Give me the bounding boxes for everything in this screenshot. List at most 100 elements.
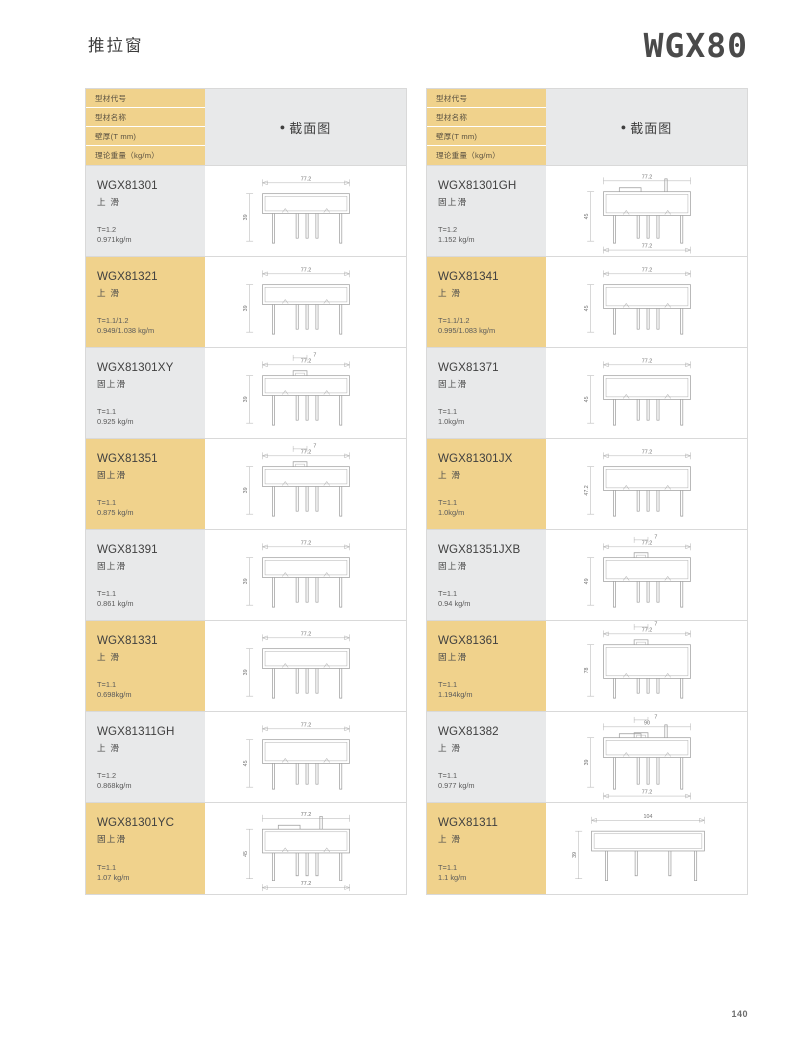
svg-text:90: 90 bbox=[644, 720, 650, 726]
table-row[interactable]: WGX81301XY 固上滑 T=1.1 0.925 kg/m 77.2 39 7 bbox=[86, 348, 406, 439]
profile-name: 固上滑 bbox=[97, 379, 127, 389]
profile-thickness: T=1.1/1.2 bbox=[97, 316, 129, 325]
profile-code: WGX81361 bbox=[438, 634, 499, 647]
table-row[interactable]: WGX81331 上 滑 T=1.1 0.698kg/m 77.2 39 bbox=[86, 621, 406, 712]
svg-text:39: 39 bbox=[243, 396, 249, 402]
profile-code: WGX81311 bbox=[438, 816, 498, 829]
profile-name: 固上滑 bbox=[438, 652, 468, 662]
profile-thickness: T=1.1 bbox=[438, 498, 458, 507]
svg-text:77.2: 77.2 bbox=[301, 267, 311, 273]
header-label-stack: 型材代号 型材名称 壁厚(T mm) 理论重量（kg/m） bbox=[427, 89, 546, 165]
table-row[interactable]: WGX81311 上 滑 T=1.1 1.1 kg/m 104 39 bbox=[427, 803, 747, 894]
profile-name: 固上滑 bbox=[438, 379, 468, 389]
header-label: 理论重量（kg/m） bbox=[427, 146, 546, 165]
table-row[interactable]: WGX81321 上 滑 T=1.1/1.2 0.949/1.038 kg/m 77.2… bbox=[86, 257, 406, 348]
table-body: WGX81301GH 固上滑 T=1.2 1.152 kg/m 77.2 77.2 45 WG… bbox=[426, 165, 748, 895]
svg-text:45: 45 bbox=[584, 396, 590, 402]
table-row[interactable]: WGX81351 固上滑 T=1.1 0.875 kg/m 77.2 39 7 bbox=[86, 439, 406, 530]
table-row[interactable]: WGX81351JXB 固上滑 T=1.1 0.94 kg/m 77.2 49 7 bbox=[427, 530, 747, 621]
spacer bbox=[97, 663, 205, 680]
svg-text:77.2: 77.2 bbox=[642, 358, 652, 364]
table-row[interactable]: WGX81341 上 滑 T=1.1/1.2 0.995/1.083 kg/m 77.2… bbox=[427, 257, 747, 348]
svg-text:104: 104 bbox=[644, 814, 653, 820]
svg-text:45: 45 bbox=[243, 851, 249, 857]
profile-thickness: T=1.1 bbox=[438, 863, 458, 872]
profile-weight: 0.995/1.083 kg/m bbox=[438, 326, 496, 335]
table-row[interactable]: WGX81311GH 上 滑 T=1.2 0.868kg/m 77.2 45 bbox=[86, 712, 406, 803]
brand-logo: WGX80 bbox=[643, 26, 748, 65]
profile-info-cell: WGX81382 上 滑 T=1.1 0.977 kg/m bbox=[427, 712, 546, 802]
section-figure-label: 截面图 bbox=[289, 120, 332, 136]
profile-name: 上 滑 bbox=[438, 743, 462, 753]
svg-text:39: 39 bbox=[243, 487, 249, 493]
profile-weight: 0.868kg/m bbox=[97, 781, 132, 790]
svg-text:7: 7 bbox=[313, 352, 316, 358]
table-row[interactable]: WGX81301GH 固上滑 T=1.2 1.152 kg/m 77.2 77.2 45 bbox=[427, 166, 747, 257]
cross-section-drawing: 77.2 39 bbox=[205, 166, 406, 256]
profile-name: 上 滑 bbox=[97, 288, 121, 298]
svg-text:77.2: 77.2 bbox=[642, 244, 652, 250]
svg-text:45: 45 bbox=[584, 305, 590, 311]
profile-thickness: T=1.1 bbox=[438, 407, 458, 416]
spacer bbox=[438, 481, 546, 498]
table-header: 型材代号 型材名称 壁厚(T mm) 理论重量（kg/m） ● 截面图 bbox=[85, 88, 407, 165]
profile-name: 上 滑 bbox=[438, 288, 462, 298]
profile-code: WGX81301XY bbox=[97, 361, 174, 374]
svg-text:39: 39 bbox=[243, 578, 249, 584]
cross-section-drawing: 77.2 49 7 bbox=[546, 530, 747, 620]
spacer bbox=[438, 754, 546, 771]
svg-text:39: 39 bbox=[584, 759, 590, 765]
svg-text:77.2: 77.2 bbox=[642, 627, 652, 633]
header-label: 理论重量（kg/m） bbox=[86, 146, 205, 165]
cross-section-drawing: 77.2 39 bbox=[205, 530, 406, 620]
profile-weight: 1.152 kg/m bbox=[438, 235, 475, 244]
profile-code: WGX81301GH bbox=[438, 179, 517, 192]
profile-thickness: T=1.1 bbox=[97, 863, 117, 872]
cross-section-drawing: 77.2 45 bbox=[205, 712, 406, 802]
profile-info-cell: WGX81311GH 上 滑 T=1.2 0.868kg/m bbox=[86, 712, 205, 802]
table-row[interactable]: WGX81301 上 滑 T=1.2 0.971kg/m 77.2 39 bbox=[86, 166, 406, 257]
svg-text:39: 39 bbox=[243, 214, 249, 220]
spacer bbox=[438, 845, 546, 863]
svg-text:77.2: 77.2 bbox=[301, 358, 311, 364]
profile-thickness: T=1.1 bbox=[438, 680, 458, 689]
profile-thickness: T=1.1 bbox=[97, 407, 117, 416]
svg-text:77.2: 77.2 bbox=[301, 812, 311, 818]
svg-text:39: 39 bbox=[243, 669, 249, 675]
spacer bbox=[438, 572, 546, 589]
profile-code: WGX81341 bbox=[438, 270, 499, 283]
profile-thickness: T=1.1 bbox=[438, 771, 458, 780]
header-label: 型材代号 bbox=[86, 89, 205, 108]
cross-section-drawing: 77.2 77.2 45 bbox=[546, 166, 747, 256]
svg-text:7: 7 bbox=[654, 714, 657, 720]
spacer bbox=[438, 299, 546, 316]
table-row[interactable]: WGX81361 固上滑 T=1.1 1.194kg/m 77.2 78 7 bbox=[427, 621, 747, 712]
table-row[interactable]: WGX81371 固上滑 T=1.1 1.0kg/m 77.2 45 bbox=[427, 348, 747, 439]
page-title: 推拉窗 bbox=[88, 37, 144, 55]
header-label-stack: 型材代号 型材名称 壁厚(T mm) 理论重量（kg/m） bbox=[86, 89, 205, 165]
profile-info-cell: WGX81371 固上滑 T=1.1 1.0kg/m bbox=[427, 348, 546, 438]
svg-text:77.2: 77.2 bbox=[301, 881, 311, 887]
profile-weight: 1.0kg/m bbox=[438, 417, 465, 426]
svg-text:77.2: 77.2 bbox=[642, 174, 652, 180]
table-row[interactable]: WGX81301JX 上 滑 T=1.1 1.0kg/m 77.2 47.2 bbox=[427, 439, 747, 530]
table-row[interactable]: WGX81391 固上滑 T=1.1 0.861 kg/m 77.2 39 bbox=[86, 530, 406, 621]
cross-section-drawing: 104 39 bbox=[546, 803, 747, 894]
section-figure-header: ● 截面图 bbox=[546, 89, 747, 165]
profile-info-cell: WGX81331 上 滑 T=1.1 0.698kg/m bbox=[86, 621, 205, 711]
table-row[interactable]: WGX81301YC 固上滑 T=1.1 1.07 kg/m 77.2 77.2 45 bbox=[86, 803, 406, 894]
table-row[interactable]: WGX81382 上 滑 T=1.1 0.977 kg/m 77.2 90 39 7 bbox=[427, 712, 747, 803]
profile-weight: 1.1 kg/m bbox=[438, 873, 467, 882]
profile-info-cell: WGX81361 固上滑 T=1.1 1.194kg/m bbox=[427, 621, 546, 711]
cross-section-drawing: 77.2 90 39 7 bbox=[546, 712, 747, 802]
profile-thickness: T=1.1 bbox=[97, 498, 117, 507]
section-figure-label: 截面图 bbox=[630, 120, 673, 136]
page-number: 140 bbox=[731, 1009, 748, 1019]
profile-code: WGX81331 bbox=[97, 634, 158, 647]
profile-code: WGX81301JX bbox=[438, 452, 513, 465]
cross-section-drawing: 77.2 77.2 45 bbox=[205, 803, 406, 894]
cross-section-drawing: 77.2 39 7 bbox=[205, 439, 406, 529]
spacer bbox=[438, 208, 546, 225]
profile-code: WGX81321 bbox=[97, 270, 158, 283]
profile-code: WGX81371 bbox=[438, 361, 499, 374]
